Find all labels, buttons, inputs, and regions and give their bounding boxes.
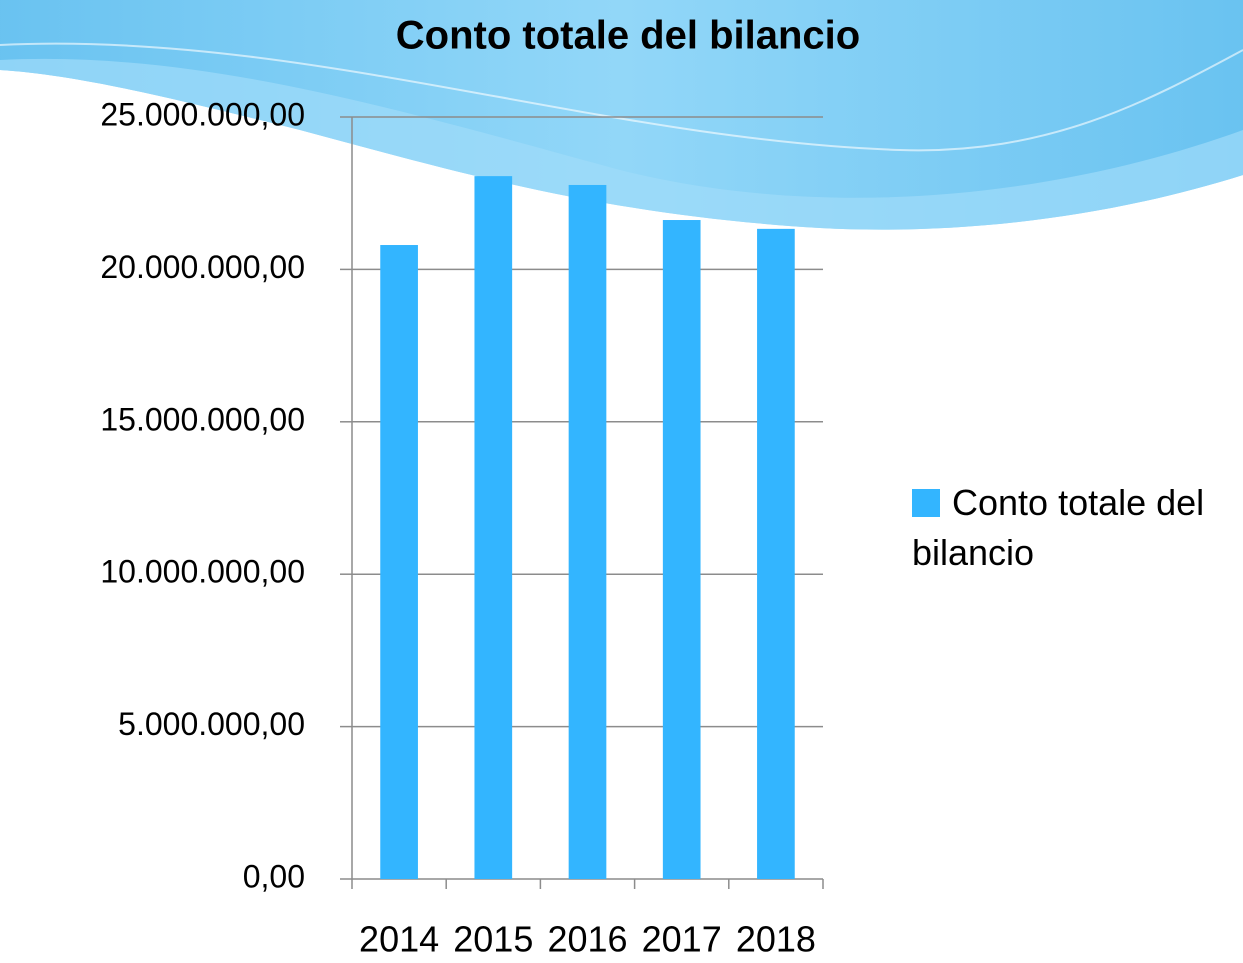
x-tick-label: 2017 bbox=[642, 919, 722, 960]
x-tick-label: 2018 bbox=[736, 919, 816, 960]
y-tick-label: 10.000.000,00 bbox=[100, 554, 305, 590]
chart-title: Conto totale del bilancio bbox=[396, 14, 860, 58]
y-tick-label: 15.000.000,00 bbox=[100, 401, 305, 437]
legend-label: Conto totale del bilancio bbox=[912, 482, 1205, 573]
bar bbox=[380, 245, 418, 880]
x-tick-label: 2015 bbox=[453, 919, 533, 960]
background-wave bbox=[0, 0, 1243, 230]
bar bbox=[662, 220, 701, 879]
background-wave bbox=[0, 58, 1243, 230]
bar bbox=[568, 184, 607, 879]
y-tick-label: 20.000.000,00 bbox=[100, 249, 305, 285]
bar bbox=[474, 176, 513, 879]
background-wave bbox=[0, 42, 1243, 152]
y-tick-label: 5.000.000,00 bbox=[118, 706, 305, 742]
legend-swatch bbox=[912, 489, 940, 517]
legend: Conto totale del bilancio bbox=[912, 478, 1242, 578]
y-tick-label: 25.000.000,00 bbox=[100, 96, 305, 132]
y-tick-label: 0,00 bbox=[243, 858, 305, 894]
bar bbox=[757, 228, 795, 880]
x-tick-label: 2016 bbox=[547, 919, 627, 960]
x-tick-label: 2014 bbox=[359, 919, 439, 960]
